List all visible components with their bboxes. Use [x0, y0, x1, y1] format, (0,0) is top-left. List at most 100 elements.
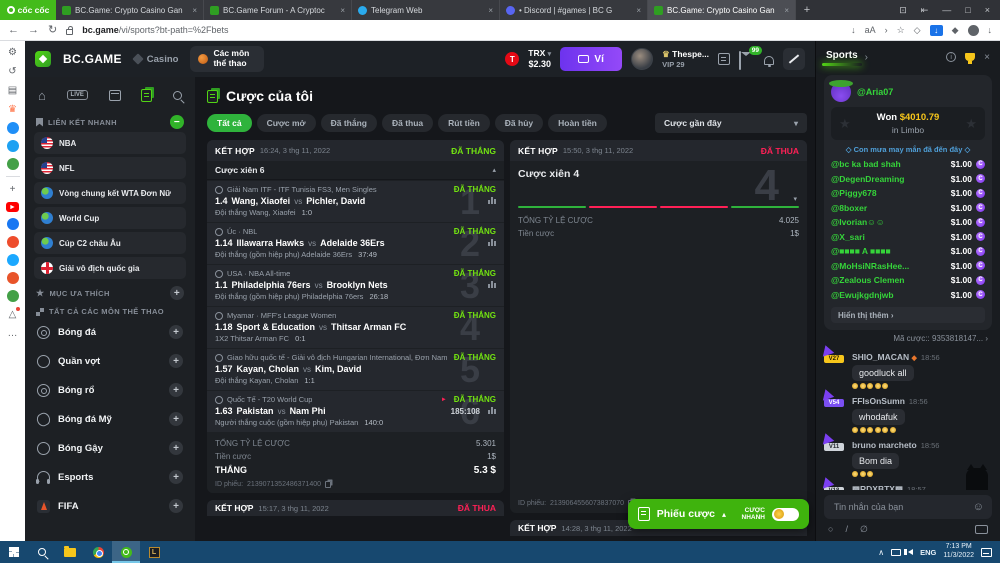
sidebar-item-wta-finals[interactable]: Vòng chung kết WTA Đơn Nữ [34, 182, 186, 204]
download-active-icon[interactable]: ↓ [929, 24, 943, 36]
restore-tab-icon[interactable]: ⇤ [920, 4, 929, 15]
expand-fifa-button[interactable]: + [169, 499, 183, 513]
browser-tab[interactable]: BC.Game Forum - A Cryptoc × [204, 0, 352, 20]
browser-tab-active[interactable]: BC.Game: Crypto Casino Gan × [648, 0, 796, 20]
bcgame-brand[interactable]: BC.GAME [63, 52, 122, 66]
more-icon[interactable]: … [7, 328, 18, 339]
filter-lost[interactable]: Đã thua [381, 114, 434, 132]
bet-card-header[interactable]: KẾT HỢP 16:24, 3 thg 11, 2022 ĐÃ THẮNG [207, 140, 504, 161]
info-icon[interactable]: i [946, 52, 957, 62]
chevron-right-icon[interactable]: › [864, 51, 869, 63]
list-item[interactable]: @DegenDreaming $1.00 C [831, 172, 985, 187]
share-icon[interactable]: › [884, 25, 888, 35]
tab-close-icon[interactable]: × [784, 5, 789, 15]
bet-leg[interactable]: 4 Myamar · MFF's League Women ĐÃ THẮNG 1.… [207, 307, 504, 348]
user-info[interactable]: ♛ Thespe... VIP 29 [662, 49, 709, 69]
list-item[interactable]: @Ivorian☺☺ $1.00 C [831, 215, 985, 230]
expand-tennis-button[interactable]: + [169, 354, 183, 368]
back-icon[interactable]: ← [8, 23, 19, 36]
reading-list-icon[interactable]: ▤ [7, 85, 18, 96]
collapse-quicklinks-button[interactable]: − [170, 115, 184, 129]
game-launcher-app[interactable]: L [140, 541, 168, 563]
extensions-icon[interactable]: ◆ [951, 24, 959, 35]
rules-icon[interactable]: ∅ [859, 523, 868, 534]
chevron-down-icon[interactable]: ▾ [793, 196, 797, 203]
browser-tab[interactable]: BC.Game: Crypto Casino Gan × [56, 0, 204, 20]
tab-close-icon[interactable]: × [192, 5, 197, 15]
chrome-app[interactable] [84, 541, 112, 563]
twitter-icon[interactable] [6, 140, 19, 152]
filter-cancelled[interactable]: Đã hủy [494, 114, 544, 132]
emoji-icon[interactable]: ☺ [972, 501, 984, 513]
stats-icon[interactable] [488, 197, 496, 204]
expand-soccer-button[interactable]: + [169, 325, 183, 339]
rewards-crown-icon[interactable]: ♛ [8, 104, 17, 115]
settings-gear-icon[interactable]: ⚙ [8, 47, 17, 58]
list-item[interactable]: @Piggy678 $1.00 C [831, 186, 985, 201]
tray-expand-icon[interactable]: ∧ [878, 547, 885, 557]
sidebar-item-soccer[interactable]: Bóng đá + [34, 319, 186, 345]
browser-tab[interactable]: Telegram Web × [352, 0, 500, 20]
coccoc-logo[interactable]: cốc cốc [0, 0, 56, 20]
filter-open[interactable]: Cược mở [256, 114, 316, 132]
bet-code-link[interactable]: Mã cược:: 9353818147... › [893, 334, 988, 343]
expand-cricket-button[interactable]: + [169, 441, 183, 455]
sidebar-item-tennis[interactable]: Quần vợt + [34, 348, 186, 374]
commands-icon[interactable]: / [845, 524, 848, 534]
bcgame-logo-icon[interactable] [35, 51, 51, 67]
avatar[interactable] [829, 80, 853, 102]
transactions-icon[interactable] [718, 53, 730, 65]
chat-username[interactable]: SHIO_MACAN [852, 352, 910, 362]
list-item[interactable]: @■■■■ A ■■■■ $1.00 C [831, 244, 985, 259]
url-field[interactable]: bc.game/vi/sports?bt-path=%2Fbets [82, 25, 229, 35]
sort-dropdown[interactable]: Cược gần đây ▾ [655, 113, 807, 133]
bet-leg[interactable]: 6 Quốc Tế - T20 World Cup ► ĐÃ THẮNG 1.63 P… [207, 391, 504, 432]
tab-close-icon[interactable]: × [488, 5, 493, 15]
add-shortcut-icon[interactable]: + [9, 184, 16, 195]
chat-username[interactable]: FFIsOnSumn [852, 396, 905, 406]
expand-esports-button[interactable]: + [169, 470, 183, 484]
facebook-icon[interactable] [6, 218, 19, 230]
sidebar-item-world-cup[interactable]: World Cup [34, 207, 186, 229]
my-bets-icon[interactable] [141, 88, 153, 102]
start-button[interactable] [0, 541, 28, 563]
browser-tab[interactable]: • Discord | #games | BC G × [500, 0, 648, 20]
inbox-icon[interactable]: 99 [739, 46, 762, 70]
nav-tab-sports[interactable]: Các môn thể thao [190, 46, 265, 72]
chat-tab-sports[interactable]: Sports [822, 50, 862, 66]
sidebar-item-esports[interactable]: Esports + [34, 464, 186, 490]
language-indicator[interactable]: ENG [920, 547, 937, 557]
chat-toggle-icon[interactable] [783, 48, 805, 70]
list-item[interactable]: @Zealous Clemen $1.00 C [831, 273, 985, 288]
winner-username[interactable]: @Aria07 [857, 87, 894, 97]
bet-name-row[interactable]: Cược xiên 6 ▴ [207, 161, 504, 180]
chat-username[interactable]: bruno marcheto [852, 440, 917, 450]
new-tab-button[interactable]: + [803, 4, 811, 16]
list-item[interactable]: @8boxer $1.00 C [831, 201, 985, 216]
stats-icon[interactable] [488, 239, 496, 246]
action-center-icon[interactable] [981, 547, 992, 557]
search-icon[interactable] [172, 90, 182, 100]
store-icon[interactable] [6, 290, 19, 302]
show-more-button[interactable]: Hiển thị thêm › [831, 307, 985, 323]
close-chat-icon[interactable]: × [984, 51, 990, 63]
bet-leg[interactable]: 3 USA · NBA All-time ĐÃ THẮNG 1.1 Philadel… [207, 265, 504, 306]
bet-slip-button[interactable]: Phiếu cược ▴ CƯỢC NHANH [627, 499, 809, 529]
wallet-button[interactable]: Ví [560, 47, 623, 71]
reload-icon[interactable]: ↻ [48, 23, 58, 36]
forward-icon[interactable]: → [28, 23, 39, 36]
bet-leg[interactable]: 2 Úc · NBL ĐÃ THẮNG 1.14 Illawarra Hawks vs… [207, 223, 504, 264]
keyboard-icon[interactable] [975, 524, 988, 534]
messenger-icon[interactable] [6, 122, 19, 134]
games-icon[interactable] [6, 158, 19, 170]
add-favorite-button[interactable]: + [170, 286, 184, 300]
volume-icon[interactable] [904, 549, 914, 555]
close-window-button[interactable]: × [984, 5, 990, 15]
rain-icon[interactable]: ○ [828, 524, 834, 534]
browser-profile-icon[interactable] [967, 24, 979, 36]
sidebar-item-cricket[interactable]: Bóng Gậy + [34, 435, 186, 461]
sidebar-item-american-football[interactable]: Bóng đá Mỹ + [34, 406, 186, 432]
save-page-icon[interactable]: ↓ [851, 25, 856, 35]
nav-tab-casino[interactable]: Casino [132, 53, 178, 65]
list-item[interactable]: @MoHsiNRasHee... $1.00 C [831, 259, 985, 274]
